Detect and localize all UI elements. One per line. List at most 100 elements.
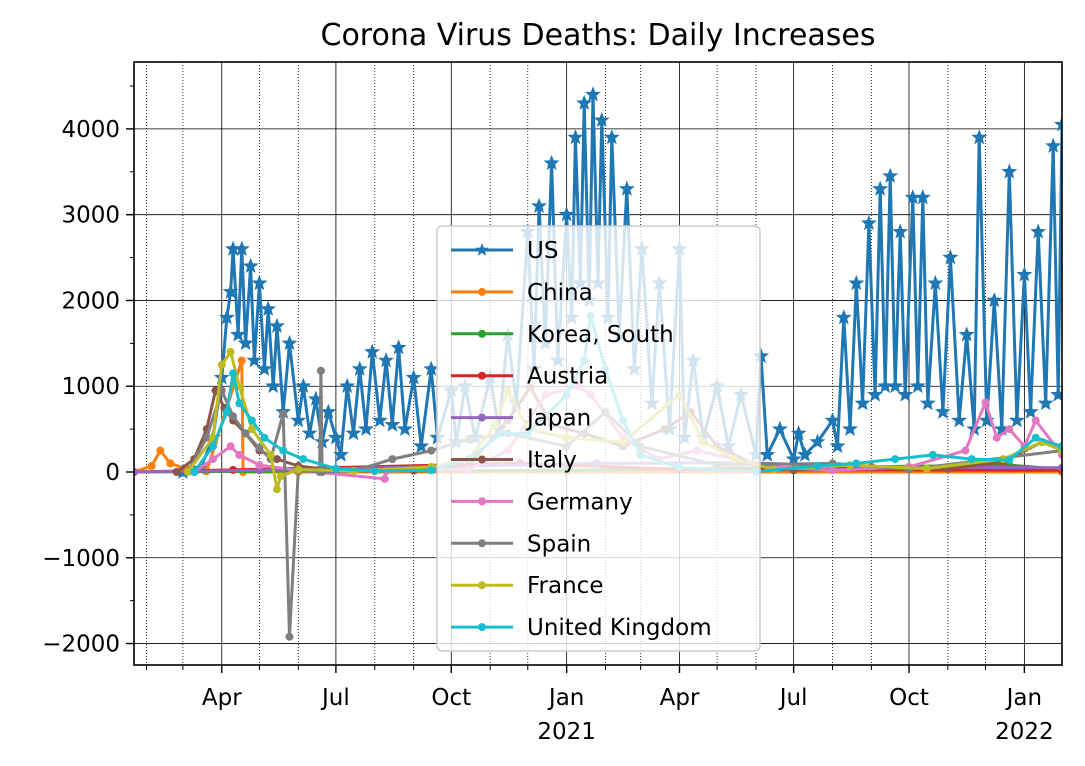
data-point bbox=[427, 446, 436, 455]
y-tick-label: 1000 bbox=[61, 374, 120, 400]
data-point bbox=[247, 425, 256, 434]
x-tick-label: Jan bbox=[547, 685, 584, 711]
data-point bbox=[237, 334, 254, 351]
legend-label: United Kingdom bbox=[527, 615, 712, 641]
legend-label: Germany bbox=[527, 489, 633, 515]
data-point bbox=[785, 450, 802, 466]
data-point bbox=[294, 465, 303, 474]
data-point bbox=[209, 442, 217, 451]
data-point bbox=[230, 326, 247, 342]
data-point bbox=[273, 455, 281, 464]
legend-label: US bbox=[527, 238, 558, 264]
data-point bbox=[891, 455, 900, 464]
data-point bbox=[357, 420, 375, 436]
legend-item: Italy bbox=[451, 448, 577, 474]
data-point bbox=[339, 377, 356, 394]
data-point bbox=[1045, 137, 1062, 153]
data-point bbox=[316, 366, 325, 375]
data-point bbox=[872, 180, 889, 196]
data-point bbox=[237, 356, 246, 365]
data-point bbox=[222, 283, 239, 299]
data-point bbox=[332, 446, 349, 462]
data-point bbox=[543, 154, 560, 171]
data-point bbox=[209, 455, 217, 464]
data-point bbox=[1050, 386, 1062, 402]
x-tick-label: Jul bbox=[778, 685, 808, 711]
data-point bbox=[867, 386, 884, 402]
legend-label: Spain bbox=[527, 531, 591, 557]
x-tick-label: Apr bbox=[660, 685, 700, 711]
data-point bbox=[233, 240, 250, 256]
data-point bbox=[934, 403, 951, 419]
data-point bbox=[1022, 403, 1039, 419]
data-point bbox=[909, 377, 926, 394]
legend-label: Italy bbox=[527, 448, 577, 474]
data-point bbox=[796, 446, 813, 462]
data-point bbox=[268, 317, 285, 334]
data-point bbox=[299, 455, 308, 464]
data-point bbox=[967, 455, 976, 464]
legend-marker bbox=[478, 497, 486, 506]
data-point bbox=[835, 309, 852, 325]
x-tick-label: Oct bbox=[889, 685, 929, 711]
data-point bbox=[384, 416, 401, 432]
data-point bbox=[345, 424, 362, 441]
data-point bbox=[618, 180, 635, 196]
data-point bbox=[882, 167, 899, 183]
data-point bbox=[260, 433, 269, 442]
legend-item: Korea, South bbox=[451, 322, 674, 348]
legend-label: Austria bbox=[527, 364, 608, 390]
y-tick-label: 3000 bbox=[61, 203, 120, 229]
data-point bbox=[958, 326, 975, 342]
data-point bbox=[265, 377, 282, 394]
data-point bbox=[364, 343, 381, 359]
legend-item: Austria bbox=[451, 364, 608, 390]
data-point bbox=[1008, 412, 1025, 428]
data-point bbox=[235, 399, 244, 408]
y-tick-label: 2000 bbox=[61, 288, 120, 314]
data-point bbox=[860, 214, 877, 231]
data-point bbox=[226, 347, 235, 356]
data-point bbox=[255, 444, 264, 452]
data-point bbox=[281, 334, 298, 351]
data-point bbox=[190, 468, 199, 476]
legend-marker bbox=[478, 371, 486, 380]
legend-marker bbox=[478, 287, 486, 296]
data-point bbox=[295, 377, 312, 394]
data-point bbox=[276, 472, 285, 481]
data-point bbox=[413, 437, 430, 454]
data-point bbox=[226, 442, 235, 451]
data-point bbox=[217, 360, 226, 369]
legend-item: China bbox=[451, 280, 593, 306]
data-point bbox=[986, 292, 1003, 308]
data-point bbox=[854, 395, 871, 411]
data-point bbox=[371, 412, 388, 428]
data-point bbox=[396, 420, 413, 436]
chart-title: Corona Virus Deaths: Daily Increases bbox=[321, 18, 876, 53]
data-point bbox=[1016, 266, 1033, 282]
legend-item: Germany bbox=[451, 489, 633, 515]
y-tick-label: 0 bbox=[105, 460, 120, 486]
legend-item: Japan bbox=[451, 406, 591, 432]
data-point bbox=[942, 249, 959, 265]
legend-item: Spain bbox=[451, 531, 591, 557]
data-point bbox=[380, 474, 389, 483]
data-point bbox=[1053, 116, 1062, 132]
data-point bbox=[279, 409, 288, 418]
data-point bbox=[759, 446, 776, 462]
data-point bbox=[897, 386, 914, 402]
y-tick-label: −2000 bbox=[42, 632, 120, 658]
legend-label: China bbox=[527, 280, 593, 306]
data-point bbox=[828, 466, 837, 475]
legend-marker bbox=[478, 581, 486, 590]
data-point bbox=[1031, 433, 1040, 442]
data-point bbox=[887, 377, 904, 394]
data-point bbox=[1058, 463, 1062, 472]
legend-box bbox=[436, 225, 761, 652]
data-point bbox=[576, 94, 593, 110]
data-point bbox=[809, 433, 826, 449]
data-point bbox=[813, 462, 822, 470]
data-point bbox=[235, 450, 244, 459]
legend-item: United Kingdom bbox=[451, 615, 712, 641]
